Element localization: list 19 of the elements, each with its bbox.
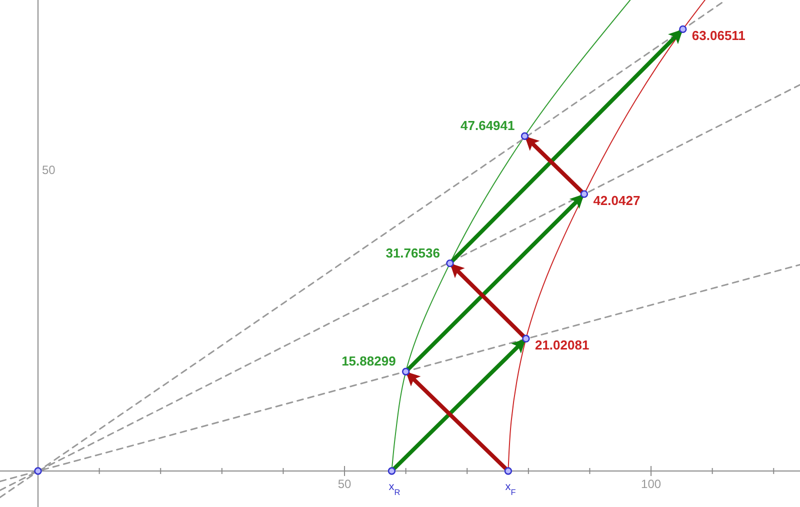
point (388, 467, 396, 475)
annotation: 31.76536 (386, 245, 440, 260)
annotation: x$_{R}$ (388, 481, 400, 496)
point (580, 190, 588, 198)
annotation: 63.06511 (692, 28, 746, 44)
point (679, 25, 687, 34)
annotation: x$_{F}$ (505, 481, 516, 496)
point (402, 368, 410, 376)
annotation: 47.64941 (460, 118, 515, 134)
x-tick-label: 100 (641, 477, 662, 491)
annotation: 50 (42, 163, 56, 177)
point (520, 132, 529, 140)
annotation: 42.0427 (593, 193, 640, 208)
point (34, 467, 42, 475)
point (504, 467, 512, 475)
annotation: 21.02081 (534, 338, 590, 353)
point (446, 259, 454, 268)
point (522, 334, 530, 342)
annotation: 15.88299 (342, 354, 396, 369)
